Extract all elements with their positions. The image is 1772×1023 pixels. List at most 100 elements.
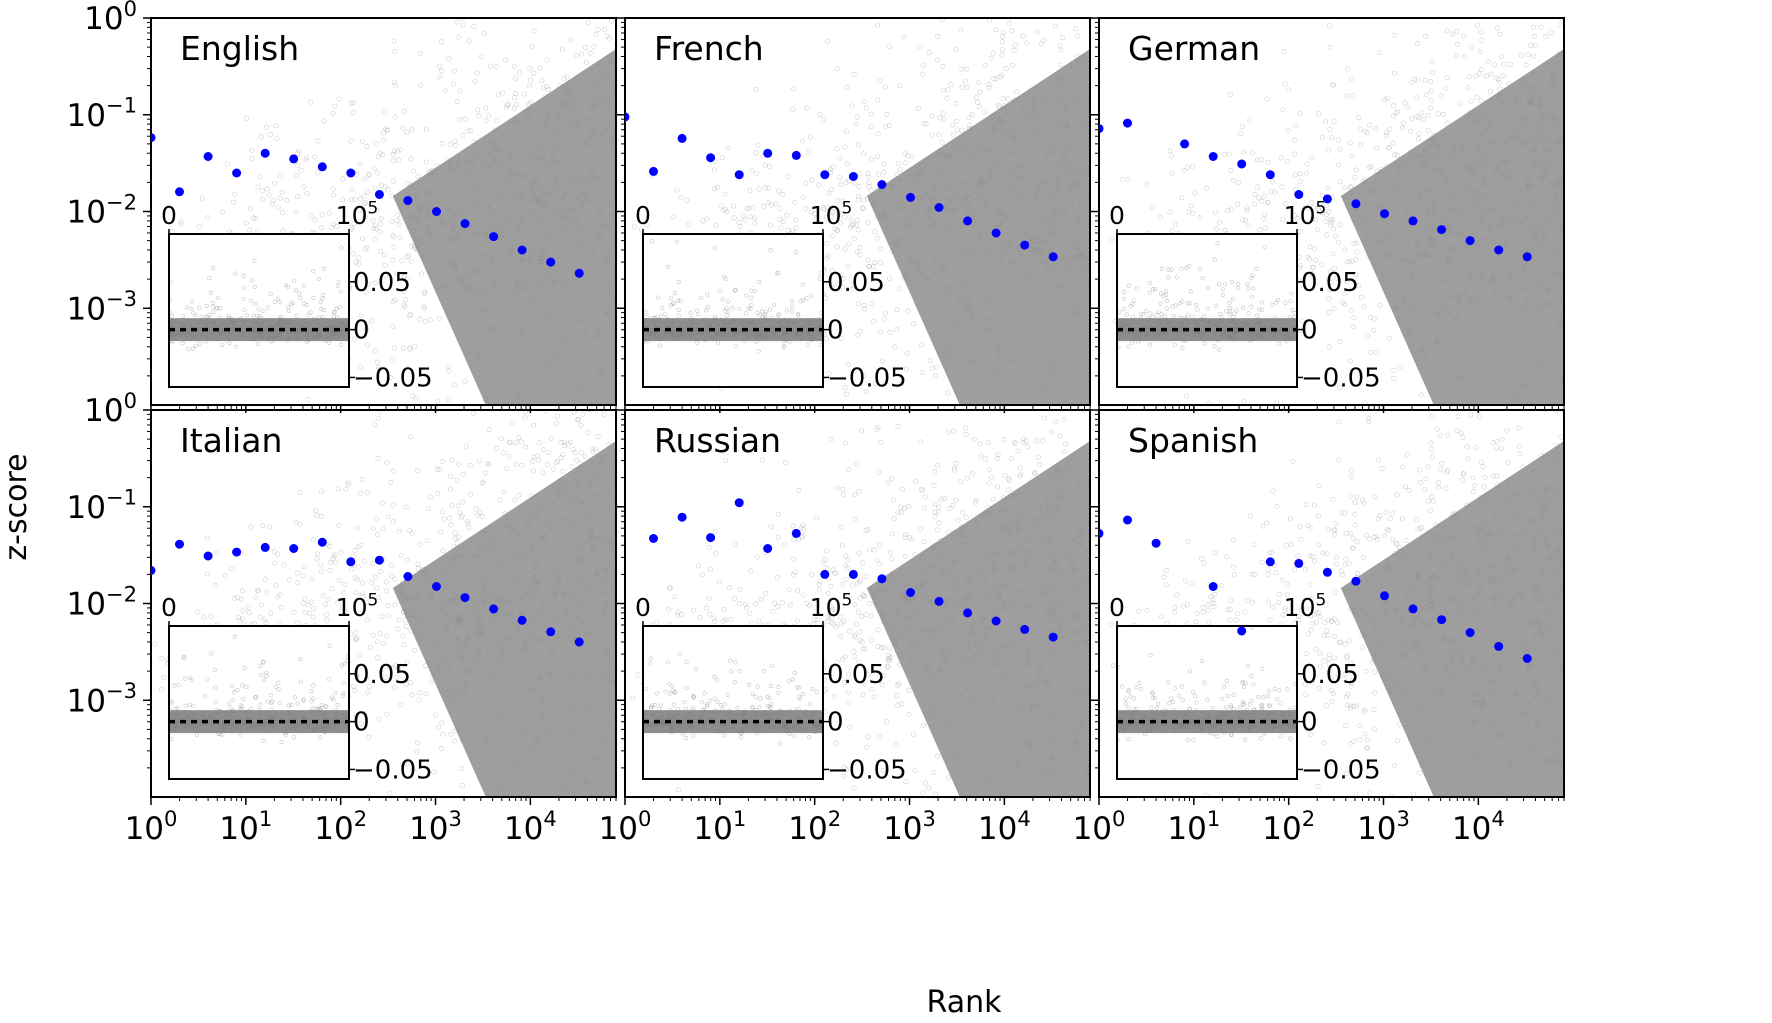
y-tick-label: 10−1: [66, 93, 137, 134]
inset-frame: [642, 625, 824, 780]
inset-y-tick-label: 0.05: [827, 268, 885, 298]
x-tick-label: 104: [504, 806, 557, 847]
panel-title: Spanish: [1128, 421, 1258, 460]
data-point: [734, 498, 744, 508]
inset-y-tick-label: 0: [827, 316, 844, 346]
data-point: [1408, 604, 1418, 614]
inset-x-tick-label: 0: [161, 593, 177, 622]
data-point: [260, 542, 270, 552]
data-point: [574, 637, 584, 647]
x-tick-label: 100: [125, 806, 178, 847]
data-point: [1099, 124, 1104, 134]
panel-title: Italian: [180, 421, 282, 460]
data-point: [877, 574, 887, 584]
panel-russian: Russian 100 101 102 103 104 0 105 0.05 0 −0.05: [599, 409, 1091, 847]
data-point: [546, 257, 556, 267]
panel-italian: Italian 100 101 102 103 104 100 10−1 10−2 10−3 0 10…: [66, 388, 617, 847]
data-point: [403, 196, 413, 205]
data-point: [1265, 170, 1275, 180]
x-tick-label: 103: [883, 806, 936, 847]
data-point: [151, 565, 156, 575]
inset-y-tick-label: 0.05: [1301, 268, 1359, 298]
x-tick-label: 102: [788, 806, 841, 847]
data-point: [317, 537, 327, 547]
data-point: [1208, 582, 1218, 591]
x-axis-ticks: 100 101 102 103 104: [125, 797, 617, 847]
y-tick-label: 10−2: [66, 189, 137, 230]
inset-background: [1117, 626, 1297, 779]
inset-y-tick-label: −0.05: [353, 363, 433, 393]
x-axis-ticks: 100 101 102 103 104: [599, 797, 1091, 847]
data-point: [1048, 632, 1058, 642]
y-tick-label: 100: [84, 388, 137, 429]
inset-y-tick-label: 0: [1301, 316, 1318, 346]
x-tick-label: 102: [314, 806, 367, 847]
data-point: [460, 593, 470, 603]
y-axis-ticks: [617, 17, 625, 377]
inset-y-tick-label: 0.05: [353, 660, 411, 690]
y-tick-label: 10−3: [66, 678, 137, 719]
data-point: [706, 533, 716, 543]
inset-plot: 0 105 0.05 0 −0.05: [1109, 199, 1381, 394]
y-tick-label: 10−2: [66, 581, 137, 622]
data-point: [203, 152, 213, 161]
data-point: [963, 216, 973, 226]
data-point: [1522, 252, 1532, 262]
data-point: [517, 245, 527, 255]
data-point: [232, 547, 242, 557]
data-point: [934, 596, 944, 606]
data-point: [374, 190, 384, 199]
y-tick-label: 100: [84, 0, 137, 37]
data-point: [706, 153, 716, 163]
data-point: [1380, 209, 1389, 219]
data-point: [1180, 139, 1190, 149]
data-point: [203, 551, 213, 561]
dense-scatter-region: [866, 440, 1090, 797]
series-binned-zscore: [649, 498, 1058, 642]
x-tick-label: 102: [1262, 806, 1315, 847]
panel-title: German: [1128, 29, 1260, 68]
data-point: [1437, 225, 1447, 235]
panel-spanish: Spanish 100 101 102 103 104 0 105 0.05 0 −0.05: [1073, 409, 1565, 847]
dense-scatter-region: [866, 48, 1090, 405]
data-point: [763, 148, 773, 158]
y-axis-ticks: 100 10−1 10−2 10−3: [66, 0, 151, 377]
data-point: [1123, 118, 1132, 128]
data-point: [317, 162, 327, 172]
inset-y-tick-label: −0.05: [353, 755, 433, 785]
data-point: [1408, 216, 1418, 226]
data-point: [1465, 236, 1475, 246]
data-point: [151, 133, 156, 143]
data-point: [175, 539, 184, 549]
y-tick-label: 10−1: [66, 485, 137, 526]
x-tick-label: 104: [1452, 806, 1505, 847]
inset-background: [169, 626, 349, 779]
data-point: [289, 154, 299, 164]
inset-frame: [168, 625, 350, 780]
data-point: [1123, 515, 1132, 525]
series-binned-zscore: [151, 133, 584, 278]
panel-title: Russian: [654, 421, 781, 460]
x-tick-label: 100: [1073, 806, 1126, 847]
panel-german: German 0 105 0.05 0 −0.05: [1091, 17, 1565, 413]
data-point: [1237, 626, 1247, 636]
inset-y-tick-label: −0.05: [827, 755, 907, 785]
data-point: [1465, 628, 1475, 638]
data-point: [175, 187, 184, 197]
inset-plot: 0 105 0.05 0 −0.05: [635, 199, 907, 394]
data-point: [460, 219, 470, 229]
data-point: [791, 528, 801, 538]
inset-x-tick-label: 0: [1109, 201, 1125, 230]
data-point: [1522, 654, 1532, 663]
data-point: [848, 569, 858, 579]
data-point: [403, 572, 413, 581]
data-point: [649, 534, 658, 543]
inset-y-tick-label: 0.05: [827, 660, 885, 690]
inset-y-tick-label: −0.05: [1301, 755, 1381, 785]
panel-title: English: [180, 29, 299, 68]
data-point: [649, 166, 658, 176]
data-point: [346, 557, 356, 567]
data-point: [346, 168, 356, 178]
data-point: [991, 228, 1001, 238]
inset-y-tick-label: 0.05: [353, 268, 411, 298]
